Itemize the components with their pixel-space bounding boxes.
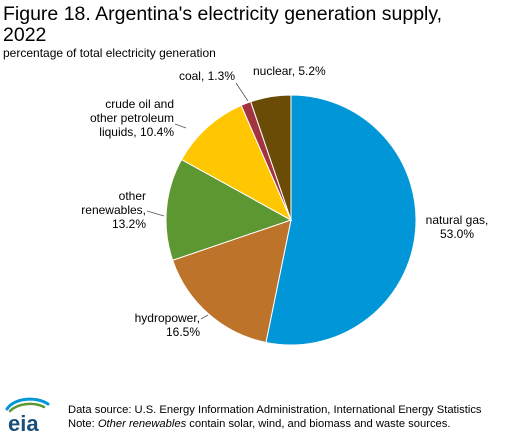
pie-slice	[265, 94, 417, 346]
note: Note: Other renewables contain solar, wi…	[68, 417, 482, 431]
slice-label-line: renewables,	[81, 203, 146, 217]
slice-label-line: nuclear, 5.2%	[253, 64, 326, 78]
pie-slice	[250, 94, 292, 221]
slice-label-line: liquids, 10.4%	[99, 125, 174, 139]
slice-label: crude oil and other petroleum liquids, 10.…	[90, 97, 174, 139]
data-source: Data source: U.S. Energy Information Adm…	[68, 404, 482, 416]
slice-label-line: 13.2%	[112, 217, 146, 231]
slice-label-line: crude oil and	[105, 97, 174, 111]
pie-slices	[165, 94, 417, 346]
eia-logo: eia	[5, 397, 50, 436]
chart-subtitle: percentage of total electricity generati…	[3, 46, 216, 60]
slice-label-line: 53.0%	[440, 227, 474, 241]
slice-label: nuclear, 5.2%	[253, 64, 326, 78]
slice-label-line: 16.5%	[166, 325, 200, 339]
slice-label-line: hydropower,	[135, 311, 200, 325]
note-suffix: contain solar, wind, and biomass and was…	[186, 418, 451, 430]
eia-logo-text: eia	[8, 411, 39, 436]
leader-line	[235, 82, 249, 102]
pie-slice	[180, 104, 293, 222]
note-prefix: Note:	[68, 418, 98, 430]
slice-label: coal, 1.3%	[179, 69, 235, 83]
leader-lines	[146, 82, 249, 320]
slice-label: natural gas, 53.0%	[426, 213, 489, 241]
slice-label-line: other	[119, 189, 146, 203]
slice-label-line: coal, 1.3%	[179, 69, 235, 83]
leader-line	[174, 123, 187, 129]
leader-line	[200, 314, 209, 320]
slice-labels: natural gas, 53.0% hydropower, 16.5% other re…	[81, 64, 488, 339]
slice-label-line: other petroleum	[90, 111, 174, 125]
note-italic: Other renewables	[97, 418, 187, 430]
leader-line	[146, 210, 165, 217]
pie-slice	[165, 158, 293, 261]
slice-label-line: natural gas,	[426, 213, 489, 227]
slice-label: other renewables, 13.2%	[81, 189, 146, 231]
chart-title: Figure 18. Argentina's electricity gener…	[3, 3, 443, 46]
footer: Data source: U.S. Energy Information Adm…	[68, 403, 482, 431]
slice-label: hydropower, 16.5%	[135, 311, 201, 339]
